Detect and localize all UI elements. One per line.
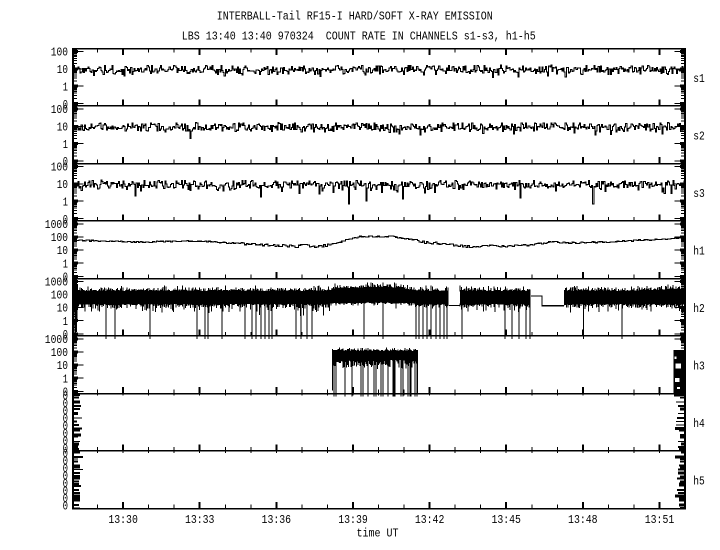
svg-text:1: 1: [63, 315, 68, 329]
svg-text:13:33: 13:33: [185, 513, 215, 527]
svg-text:0: 0: [63, 386, 68, 400]
svg-text:100: 100: [51, 346, 68, 360]
svg-text:0: 0: [63, 412, 68, 426]
svg-text:13:39: 13:39: [338, 513, 368, 527]
svg-text:LBS 13:40 13:40 970324 COUNT: LBS 13:40 13:40 970324 COUNT RATE IN CHA…: [182, 29, 536, 43]
svg-text:100: 100: [51, 103, 68, 117]
svg-text:10: 10: [57, 178, 68, 192]
svg-text:0: 0: [63, 405, 68, 419]
svg-text:0: 0: [63, 447, 68, 461]
svg-text:13:48: 13:48: [568, 513, 598, 527]
svg-text:1: 1: [63, 80, 68, 94]
svg-text:10: 10: [57, 121, 68, 135]
svg-text:0: 0: [63, 427, 68, 441]
svg-text:0: 0: [63, 492, 68, 506]
svg-text:1000: 1000: [45, 333, 68, 347]
svg-text:0: 0: [63, 420, 68, 434]
svg-text:h1: h1: [693, 244, 705, 258]
svg-text:13:30: 13:30: [108, 513, 138, 527]
svg-text:100: 100: [51, 161, 68, 175]
svg-text:100: 100: [51, 46, 68, 60]
svg-text:0: 0: [63, 155, 68, 169]
svg-text:13:36: 13:36: [262, 513, 292, 527]
svg-text:s1: s1: [693, 72, 705, 86]
svg-text:0: 0: [63, 435, 68, 449]
svg-text:0: 0: [63, 500, 68, 514]
svg-text:0: 0: [63, 271, 68, 285]
svg-text:INTERBALL-Tail RF15-I HARD/SOF: INTERBALL-Tail RF15-I HARD/SOFT X-RAY EM…: [217, 9, 493, 23]
svg-text:0: 0: [63, 213, 68, 227]
svg-text:0: 0: [63, 462, 68, 476]
svg-text:13:51: 13:51: [645, 513, 675, 527]
svg-text:0: 0: [63, 442, 68, 456]
svg-text:h5: h5: [693, 474, 705, 488]
svg-text:0: 0: [63, 98, 68, 112]
svg-text:0: 0: [63, 455, 68, 469]
svg-text:1000: 1000: [45, 218, 68, 232]
svg-text:0: 0: [63, 477, 68, 491]
svg-text:h4: h4: [693, 417, 705, 431]
svg-text:0: 0: [63, 390, 68, 404]
svg-text:1: 1: [63, 372, 68, 386]
svg-text:1: 1: [63, 257, 68, 271]
svg-text:1: 1: [63, 138, 68, 152]
svg-text:h3: h3: [693, 359, 705, 373]
svg-text:100: 100: [51, 231, 68, 245]
svg-text:1: 1: [63, 195, 68, 209]
svg-text:13:42: 13:42: [415, 513, 445, 527]
svg-text:0: 0: [63, 328, 68, 342]
svg-text:10: 10: [57, 63, 68, 77]
svg-text:10: 10: [57, 244, 68, 258]
svg-text:10: 10: [57, 302, 68, 316]
svg-text:0: 0: [63, 397, 68, 411]
svg-text:h2: h2: [693, 302, 705, 316]
svg-text:100: 100: [51, 289, 68, 303]
svg-text:s2: s2: [693, 129, 705, 143]
svg-text:s3: s3: [693, 187, 705, 201]
svg-text:0: 0: [63, 470, 68, 484]
svg-text:0: 0: [63, 485, 68, 499]
svg-text:10: 10: [57, 359, 68, 373]
svg-text:13:45: 13:45: [491, 513, 521, 527]
svg-text:1000: 1000: [45, 276, 68, 290]
svg-text:time UT: time UT: [357, 526, 399, 540]
